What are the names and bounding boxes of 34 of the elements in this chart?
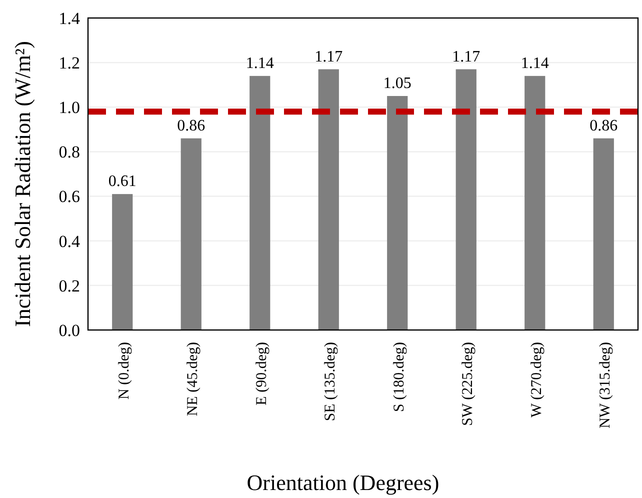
y-tick-label: 0.6: [58, 187, 80, 206]
y-tick-label: 1.0: [58, 98, 80, 118]
data-label: 1.14: [246, 54, 274, 72]
bar: [387, 96, 408, 330]
data-label: 0.86: [177, 117, 206, 134]
y-tick-label: 0.0: [58, 320, 80, 340]
bar: [180, 138, 202, 330]
bar: [456, 69, 476, 330]
bar: [318, 69, 339, 330]
y-tick-label: 1.2: [58, 54, 80, 73]
y-tick-label: 1.4: [58, 8, 80, 28]
x-tick-label: N (0.deg): [116, 342, 132, 400]
x-tick-label: E (90.deg): [254, 342, 270, 406]
data-label: 1.05: [383, 75, 412, 92]
bar: [112, 194, 133, 330]
data-label: 1.17: [452, 48, 480, 66]
data-label: 1.14: [520, 54, 549, 72]
data-label: 1.17: [314, 48, 343, 66]
x-tick-label: NW (315.deg): [598, 342, 614, 428]
x-tick-label: W (270.deg): [528, 342, 545, 418]
data-label: 0.86: [590, 117, 618, 134]
x-tick-label: S (180.deg): [391, 342, 408, 412]
x-tick-label: SE (135.deg): [322, 342, 339, 422]
bar: [524, 76, 546, 330]
x-tick-label: SW (225.deg): [460, 342, 476, 426]
y-tick-label: 0.2: [58, 276, 80, 296]
data-label: 0.61: [108, 173, 136, 190]
y-tick-label: 0.8: [58, 142, 80, 162]
x-tick-label: NE (45.deg): [185, 342, 202, 416]
y-tick-label: 0.4: [58, 232, 80, 251]
y-axis-title: Incident Solar Radiation (W/m²): [10, 41, 35, 327]
x-axis-title: Orientation (Degrees): [246, 470, 440, 495]
bar: [250, 76, 270, 330]
bar: [593, 138, 614, 330]
